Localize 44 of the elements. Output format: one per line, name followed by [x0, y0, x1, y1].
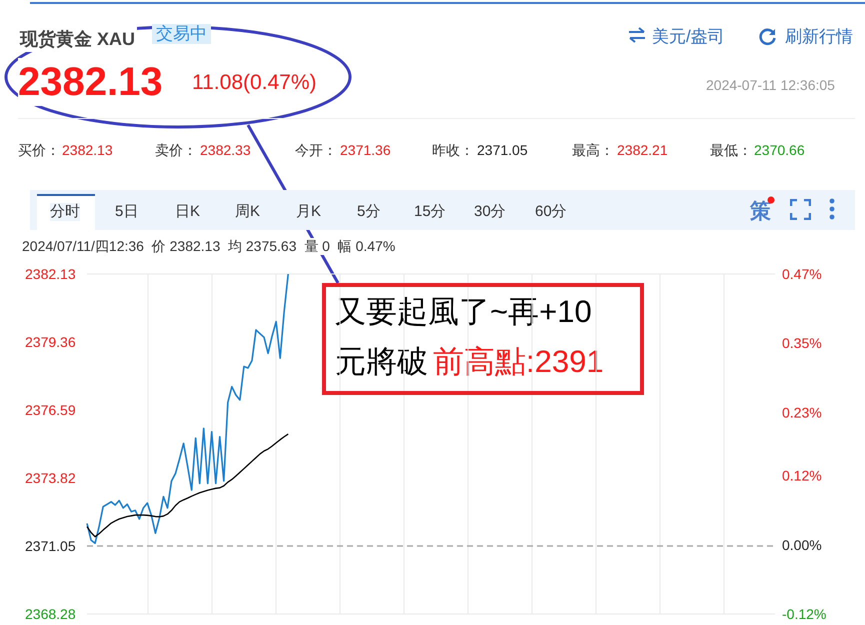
y2-tick-label: -0.12%: [782, 606, 826, 622]
text: 2371.05: [477, 142, 528, 159]
text: 最高：: [572, 142, 614, 159]
y2-tick-label: 0.47%: [782, 266, 822, 282]
text: 昨收：: [432, 142, 474, 159]
text: 2382.21: [617, 142, 668, 159]
text: 刷新行情: [785, 27, 853, 48]
text: 60分: [535, 203, 567, 221]
y2-tick-label: 0.12%: [782, 468, 822, 484]
y-tick-label: 2376.59: [25, 402, 76, 418]
text: 2371.36: [340, 142, 391, 159]
text: 今开：: [295, 142, 337, 159]
y-tick-label: 2379.36: [25, 334, 76, 350]
text: 分时: [50, 203, 80, 221]
text: 2382.13: [62, 142, 113, 159]
text: 日K: [175, 203, 200, 221]
y-tick-label: 2373.82: [25, 470, 76, 486]
text: 5日: [115, 203, 138, 221]
text: 30分: [474, 203, 506, 221]
line-series: [86, 274, 289, 544]
text: 交易中: [152, 24, 211, 44]
text: 11.08(0.47%): [192, 70, 317, 96]
y-tick-label: 2371.05: [25, 538, 76, 554]
text: 2024/07/11/四12:36 价 2382.13 均 2375.63 量 0 幅 0.47%: [22, 238, 396, 255]
text: 最低：: [710, 142, 752, 159]
text: 2382.33: [200, 142, 251, 159]
y-tick-label: 2368.28: [25, 606, 76, 622]
text: 美元/盎司: [652, 27, 725, 48]
text: 买价：: [18, 142, 60, 159]
text: 5分: [357, 203, 380, 221]
line-series: [86, 433, 289, 538]
annotation: 元將破: [335, 343, 428, 380]
y2-tick-label: 0.00%: [782, 536, 822, 553]
text: 策: [750, 199, 771, 224]
y-tick-label: 2382.13: [25, 266, 76, 282]
text: 卖价：: [155, 142, 197, 159]
y2-tick-label: 0.35%: [782, 335, 822, 352]
text: 2024-07-11 12:36:05: [706, 77, 835, 94]
y2-tick-label: 0.23%: [782, 404, 822, 420]
chart-title: 现货黄金 XAU: [18, 26, 138, 52]
text: 15分: [414, 203, 446, 221]
text: 2370.66: [754, 142, 805, 159]
text: 周K: [235, 203, 260, 221]
text: 月K: [296, 203, 322, 221]
